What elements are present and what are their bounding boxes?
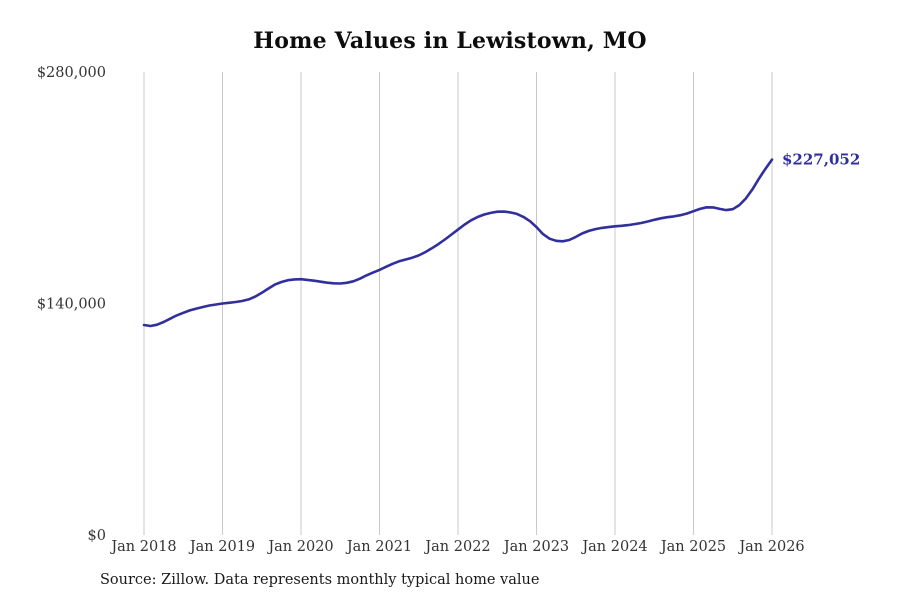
y-tick-label: $140,000 [37, 297, 106, 313]
x-tick-label: Jan 2026 [737, 539, 804, 555]
home-value-line [142, 158, 774, 328]
x-tick-label: Jan 2025 [659, 539, 726, 555]
y-tick-label: $280,000 [37, 65, 106, 81]
chart-title: Home Values in Lewistown, MO [253, 28, 647, 54]
y-tick-label: $0 [88, 528, 106, 544]
end-value-label: $227,052 [782, 151, 860, 169]
x-tick-label: Jan 2023 [502, 539, 569, 555]
x-tick-label: Jan 2018 [109, 539, 176, 555]
source-note: Source: Zillow. Data represents monthly … [100, 572, 540, 588]
x-tick-label: Jan 2021 [345, 539, 412, 555]
x-tick-label: Jan 2019 [188, 539, 255, 555]
x-tick-label: Jan 2024 [580, 539, 647, 555]
x-tick-label: Jan 2020 [266, 539, 333, 555]
x-tick-label: Jan 2022 [423, 539, 490, 555]
